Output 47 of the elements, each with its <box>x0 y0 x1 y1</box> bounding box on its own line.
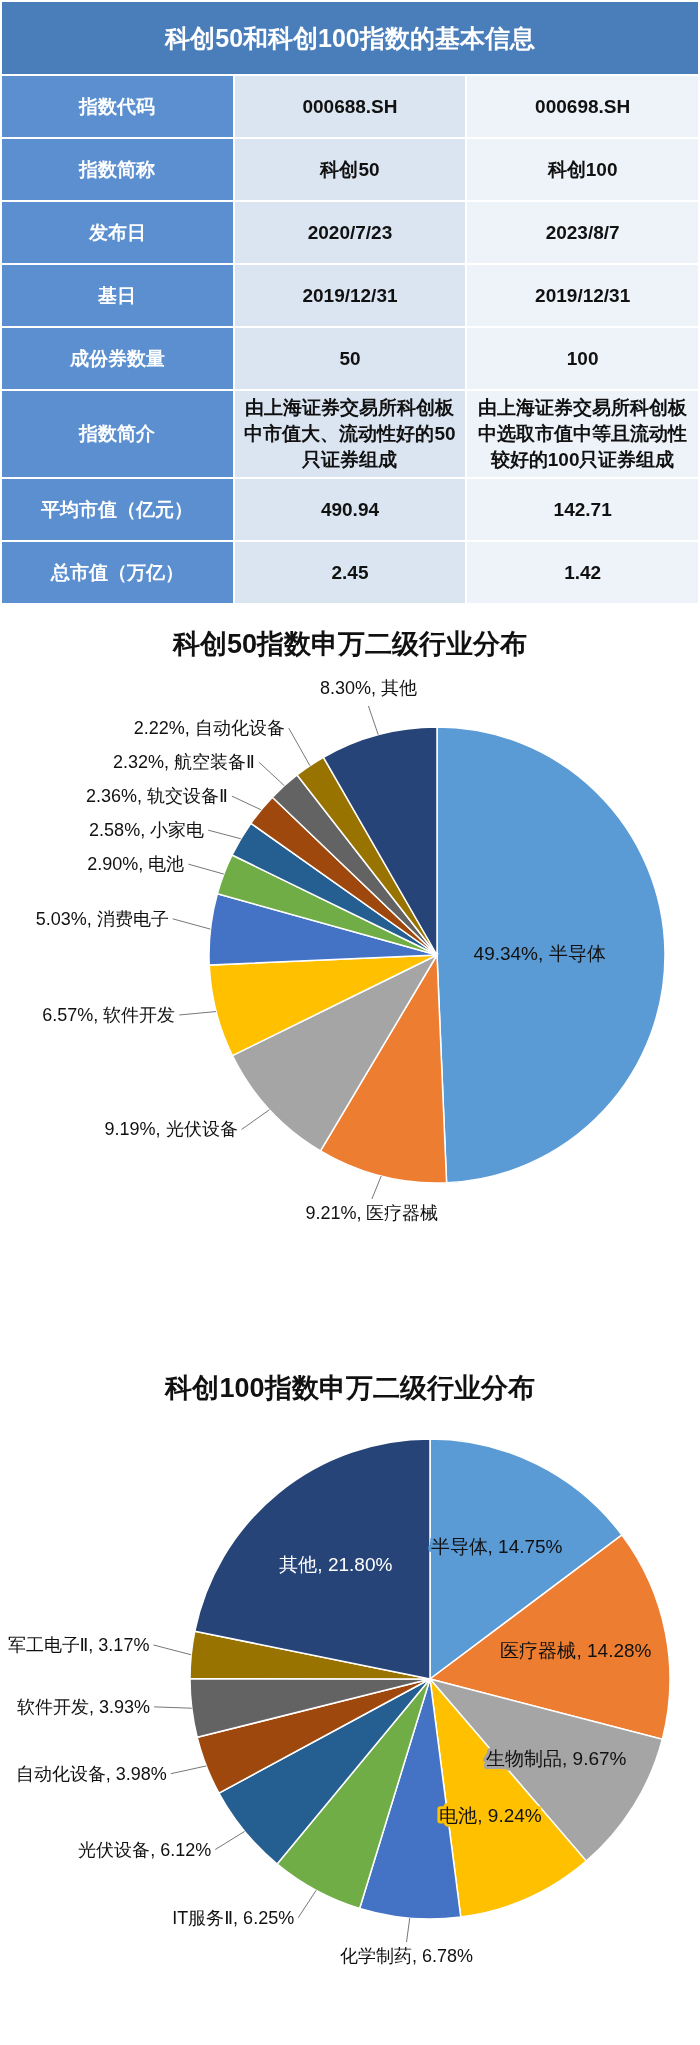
chart-title: 科创50指数申万二级行业分布 <box>171 629 528 659</box>
slice-label: 光伏设备, 6.12% <box>78 1839 212 1860</box>
slice-label: 8.30%, 其他 <box>319 677 417 698</box>
slice-label: 化学制药, 6.78% <box>340 1946 474 1967</box>
text: 50 <box>233 327 467 390</box>
text: 142.71 <box>466 478 699 541</box>
text: 平均市值（亿元） <box>1 478 234 541</box>
text: 科创100 <box>466 138 699 201</box>
text: 2.45 <box>233 541 467 604</box>
text: 指数代码 <box>1 75 234 138</box>
slice-label: 其他, 21.80% <box>279 1553 393 1575</box>
slice-label: 半导体, 14.75% <box>430 1535 563 1557</box>
text: 指数简介 <box>1 390 234 478</box>
slice-label: 2.58%, 小家电 <box>89 820 205 841</box>
text: 2020/7/23 <box>233 201 467 264</box>
slice-label: 自动化设备, 3.98% <box>15 1763 167 1784</box>
text: 科创50和科创100指数的基本信息 <box>1 1 699 75</box>
text: 2019/12/31 <box>466 264 699 327</box>
slice-label: 6.57%, 软件开发 <box>42 1004 176 1025</box>
slice-label: 软件开发, 3.93% <box>17 1696 151 1717</box>
slice-label: 2.22%, 自动化设备 <box>133 718 285 739</box>
text: 2023/8/7 <box>466 201 699 264</box>
slice-label: 2.90%, 电池 <box>87 854 185 875</box>
text: 基日 <box>1 264 234 327</box>
text: 1.42 <box>466 541 699 604</box>
slice-label: 军工电子Ⅱ, 3.17% <box>7 1634 150 1655</box>
text: 由上海证券交易所科创板中市值大、流动性好的50只证券组成 <box>233 390 467 478</box>
text: 指数简称 <box>1 138 234 201</box>
text: 100 <box>466 327 699 390</box>
text: 科创50 <box>233 138 467 201</box>
text: 由上海证券交易所科创板中选取市值中等且流动性较好的100只证券组成 <box>466 390 699 478</box>
slice-label: 9.19%, 光伏设备 <box>104 1119 238 1140</box>
text: 490.94 <box>233 478 467 541</box>
slice-label: 49.34%, 半导体 <box>473 942 606 964</box>
slice-label: 9.21%, 医疗器械 <box>305 1202 439 1223</box>
text: 2019/12/31 <box>233 264 467 327</box>
slice-label: 医疗器械, 14.28% <box>500 1640 652 1662</box>
chart-title: 科创100指数申万二级行业分布 <box>164 1373 535 1403</box>
text: 总市值（万亿） <box>1 541 234 604</box>
slice-label: IT服务Ⅱ, 6.25% <box>172 1907 295 1928</box>
slice-label: 5.03%, 消费电子 <box>35 908 169 929</box>
text: 发布日 <box>1 201 234 264</box>
slice-label: 2.36%, 轨交设备Ⅱ <box>85 786 228 807</box>
slice-label: 2.32%, 航空装备Ⅱ <box>112 752 255 773</box>
text: 成份券数量 <box>1 327 234 390</box>
text: 000688.SH <box>233 75 467 138</box>
text: 000698.SH <box>466 75 699 138</box>
